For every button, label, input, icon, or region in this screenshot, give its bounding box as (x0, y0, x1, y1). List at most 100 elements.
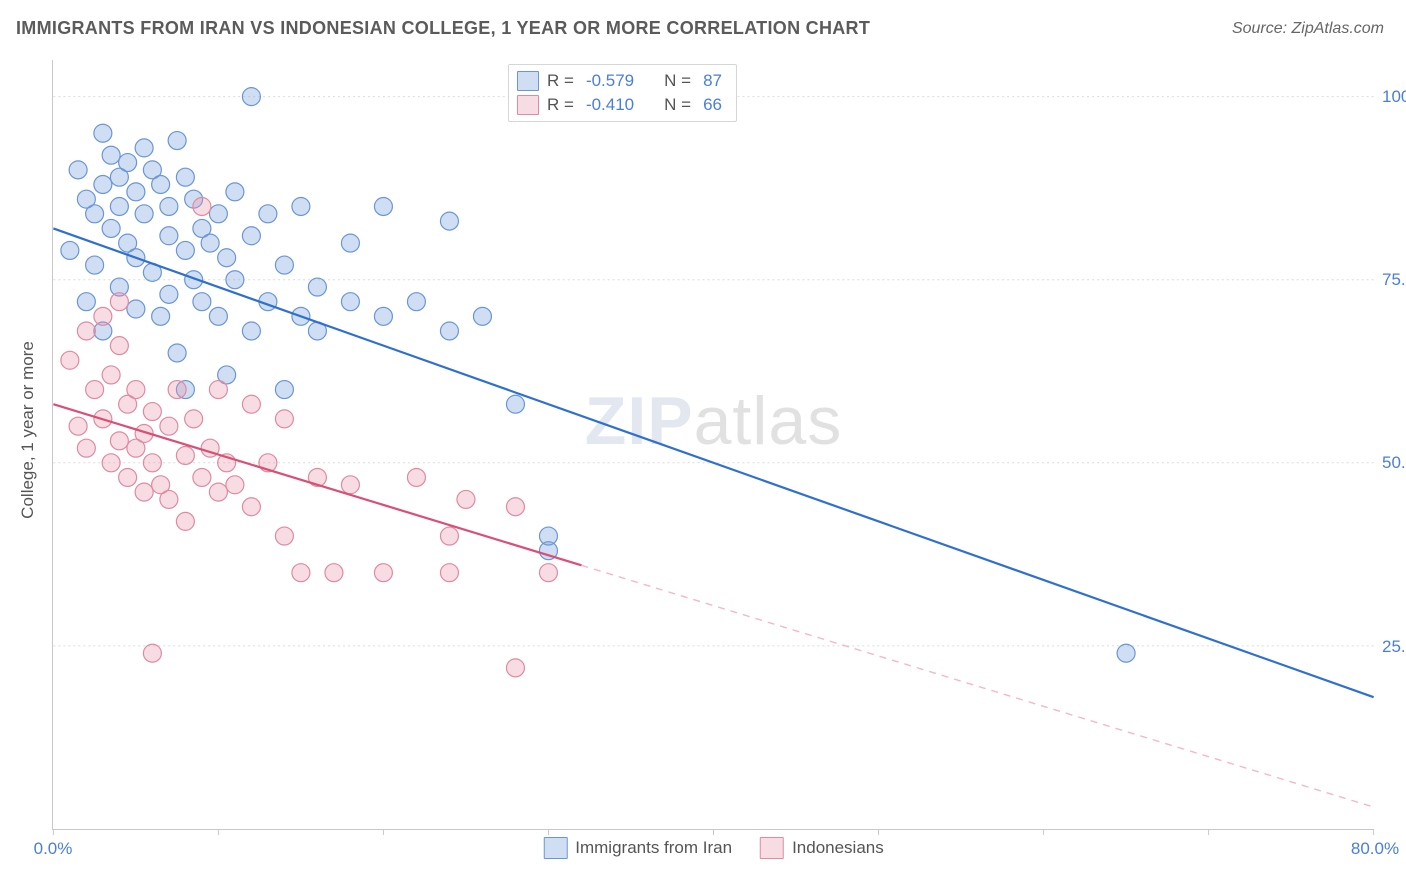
scatter-point-indo (226, 476, 244, 494)
scatter-point-iran (86, 205, 104, 223)
swatch-iran (543, 837, 567, 859)
scatter-point-iran (135, 139, 153, 157)
scatter-point-iran (176, 241, 194, 259)
y-tick-label: 100.0% (1382, 87, 1406, 107)
scatter-point-iran (218, 249, 236, 267)
scatter-point-indo (242, 498, 260, 516)
scatter-point-iran (292, 197, 310, 215)
scatter-point-indo (209, 483, 227, 501)
stat-n-value-iran: 87 (703, 69, 722, 93)
source-credit: Source: ZipAtlas.com (1232, 20, 1384, 38)
scatter-point-indo (160, 417, 178, 435)
stats-legend-row-iran: R = -0.579 N = 87 (517, 69, 726, 93)
stat-r-value-indo: -0.410 (586, 93, 634, 117)
scatter-point-iran (374, 197, 392, 215)
scatter-point-indo (193, 197, 211, 215)
scatter-point-indo (143, 644, 161, 662)
stat-r-label: R = (547, 69, 574, 93)
scatter-point-iran (209, 307, 227, 325)
scatter-point-indo (325, 564, 343, 582)
swatch-indo (517, 95, 539, 115)
scatter-point-iran (193, 293, 211, 311)
scatter-point-iran (1117, 644, 1135, 662)
scatter-point-iran (440, 212, 458, 230)
scatter-point-iran (275, 256, 293, 274)
scatter-point-indo (127, 381, 145, 399)
scatter-point-iran (61, 241, 79, 259)
scatter-point-iran (473, 307, 491, 325)
scatter-point-iran (102, 146, 120, 164)
stat-n-label: N = (664, 69, 691, 93)
stat-n-label: N = (664, 93, 691, 117)
scatter-point-iran (168, 344, 186, 362)
scatter-point-indo (119, 468, 137, 486)
scatter-point-indo (407, 468, 425, 486)
scatter-point-indo (440, 527, 458, 545)
scatter-point-indo (86, 381, 104, 399)
scatter-point-iran (308, 278, 326, 296)
scatter-point-indo (61, 351, 79, 369)
scatter-point-indo (275, 410, 293, 428)
swatch-indo (760, 837, 784, 859)
scatter-point-indo (341, 476, 359, 494)
scatter-point-indo (242, 395, 260, 413)
x-tick-label: 0.0% (34, 839, 73, 859)
scatter-point-indo (160, 490, 178, 508)
scatter-point-indo (176, 446, 194, 464)
scatter-point-indo (193, 468, 211, 486)
scatter-point-iran (226, 183, 244, 201)
scatter-point-indo (168, 381, 186, 399)
scatter-point-iran (506, 395, 524, 413)
series-label-iran: Immigrants from Iran (575, 838, 732, 858)
scatter-point-iran (152, 307, 170, 325)
scatter-point-iran (110, 197, 128, 215)
y-tick-label: 25.0% (1382, 637, 1406, 657)
scatter-point-iran (127, 183, 145, 201)
stats-legend-row-indo: R = -0.410 N = 66 (517, 93, 726, 117)
scatter-point-indo (457, 490, 475, 508)
scatter-point-indo (143, 403, 161, 421)
swatch-iran (517, 71, 539, 91)
scatter-point-iran (119, 154, 137, 172)
scatter-point-iran (152, 176, 170, 194)
scatter-point-iran (77, 293, 95, 311)
scatter-point-iran (168, 132, 186, 150)
trend-line-iran (53, 228, 1373, 697)
scatter-point-iran (242, 227, 260, 245)
scatter-point-indo (275, 527, 293, 545)
y-tick-label: 50.0% (1382, 453, 1406, 473)
scatter-point-indo (539, 564, 557, 582)
scatter-point-indo (176, 512, 194, 530)
scatter-point-iran (69, 161, 87, 179)
scatter-point-indo (69, 417, 87, 435)
scatter-point-indo (374, 564, 392, 582)
scatter-point-indo (185, 410, 203, 428)
chart-svg (53, 60, 1374, 829)
scatter-point-iran (176, 168, 194, 186)
scatter-point-indo (209, 381, 227, 399)
scatter-point-iran (160, 197, 178, 215)
scatter-point-indo (110, 293, 128, 311)
y-axis-label: College, 1 year or more (18, 341, 38, 519)
scatter-point-iran (135, 205, 153, 223)
scatter-point-iran (242, 88, 260, 106)
scatter-point-iran (275, 381, 293, 399)
scatter-point-indo (77, 439, 95, 457)
scatter-point-indo (292, 564, 310, 582)
plot-area: ZIPatlas R = -0.579 N = 87 R = -0.410 N … (52, 60, 1374, 830)
scatter-point-indo (110, 432, 128, 450)
scatter-point-iran (209, 205, 227, 223)
scatter-point-iran (259, 205, 277, 223)
scatter-point-iran (160, 227, 178, 245)
scatter-point-iran (201, 234, 219, 252)
scatter-point-indo (135, 483, 153, 501)
series-legend: Immigrants from Iran Indonesians (543, 837, 884, 859)
stat-r-value-iran: -0.579 (586, 69, 634, 93)
scatter-point-iran (341, 293, 359, 311)
scatter-point-iran (102, 219, 120, 237)
chart-title: IMMIGRANTS FROM IRAN VS INDONESIAN COLLE… (16, 18, 870, 39)
scatter-point-indo (77, 322, 95, 340)
trend-line-dash-indo (581, 565, 1373, 807)
scatter-point-indo (506, 498, 524, 516)
series-label-indo: Indonesians (792, 838, 884, 858)
